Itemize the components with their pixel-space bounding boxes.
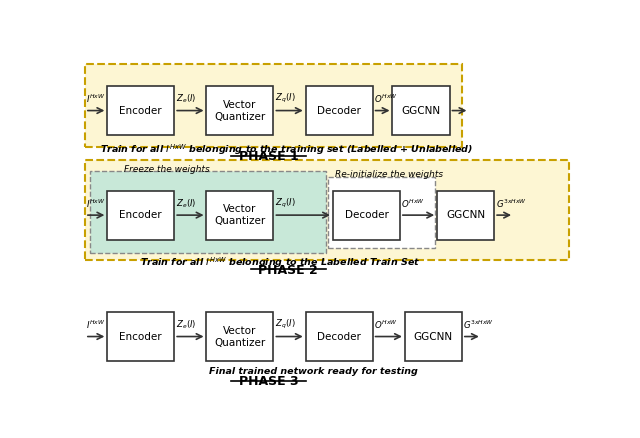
Text: Train for all $I^{HxW}$ belonging to the training set (Labelled + Unlabelled): Train for all $I^{HxW}$ belonging to the…: [100, 143, 473, 157]
Text: $O^{HxW}$: $O^{HxW}$: [374, 319, 397, 331]
Text: $Z_e(I)$: $Z_e(I)$: [176, 92, 196, 105]
FancyBboxPatch shape: [108, 191, 174, 240]
FancyBboxPatch shape: [328, 177, 435, 248]
FancyBboxPatch shape: [90, 171, 326, 253]
Text: $Z_e(I)$: $Z_e(I)$: [176, 318, 196, 331]
Text: PHASE 1: PHASE 1: [239, 150, 298, 163]
Text: Decoder: Decoder: [344, 210, 388, 220]
FancyBboxPatch shape: [333, 191, 400, 240]
Text: Decoder: Decoder: [317, 332, 361, 342]
Text: Vector
Quantizer: Vector Quantizer: [214, 205, 266, 226]
Text: $G^{3xHxW}$: $G^{3xHxW}$: [495, 198, 527, 210]
Text: Re-initialize the weights: Re-initialize the weights: [335, 170, 444, 179]
Text: GGCNN: GGCNN: [401, 106, 440, 116]
Text: Encoder: Encoder: [120, 210, 162, 220]
Text: Vector
Quantizer: Vector Quantizer: [214, 326, 266, 347]
FancyBboxPatch shape: [85, 160, 568, 260]
Text: Encoder: Encoder: [120, 332, 162, 342]
Text: $Z_q(I)$: $Z_q(I)$: [275, 92, 296, 105]
Text: $G^{3xHxW}$: $G^{3xHxW}$: [463, 319, 495, 331]
FancyBboxPatch shape: [306, 86, 372, 135]
Text: $Z_e(I)$: $Z_e(I)$: [176, 197, 196, 210]
Text: Encoder: Encoder: [120, 106, 162, 116]
FancyBboxPatch shape: [405, 312, 462, 361]
Text: PHASE 2: PHASE 2: [259, 264, 318, 277]
Text: $I^{HxW}$: $I^{HxW}$: [86, 92, 106, 105]
FancyBboxPatch shape: [207, 191, 273, 240]
Text: Decoder: Decoder: [317, 106, 361, 116]
Text: GGCNN: GGCNN: [414, 332, 453, 342]
Text: Vector
Quantizer: Vector Quantizer: [214, 100, 266, 121]
Text: Train for all $I^{HxW}$ belonging to the Labelled Train Set: Train for all $I^{HxW}$ belonging to the…: [140, 256, 420, 270]
FancyBboxPatch shape: [437, 191, 494, 240]
FancyBboxPatch shape: [108, 312, 174, 361]
FancyBboxPatch shape: [108, 86, 174, 135]
FancyBboxPatch shape: [85, 64, 462, 147]
Text: Freeze the weights: Freeze the weights: [124, 165, 210, 174]
Text: PHASE 3: PHASE 3: [239, 375, 298, 389]
FancyBboxPatch shape: [207, 312, 273, 361]
FancyBboxPatch shape: [392, 86, 449, 135]
Text: $O^{HxW}$: $O^{HxW}$: [374, 92, 397, 105]
Text: $Z_q(I)$: $Z_q(I)$: [275, 197, 296, 210]
Text: $I^{HxW}$: $I^{HxW}$: [86, 319, 106, 331]
FancyBboxPatch shape: [306, 312, 372, 361]
Text: $Z_q(I)$: $Z_q(I)$: [275, 318, 296, 331]
Text: GGCNN: GGCNN: [446, 210, 485, 220]
Text: Final trained network ready for testing: Final trained network ready for testing: [209, 367, 418, 376]
Text: $O^{HxW}$: $O^{HxW}$: [401, 198, 425, 210]
Text: $I^{HxW}$: $I^{HxW}$: [86, 198, 106, 210]
FancyBboxPatch shape: [207, 86, 273, 135]
